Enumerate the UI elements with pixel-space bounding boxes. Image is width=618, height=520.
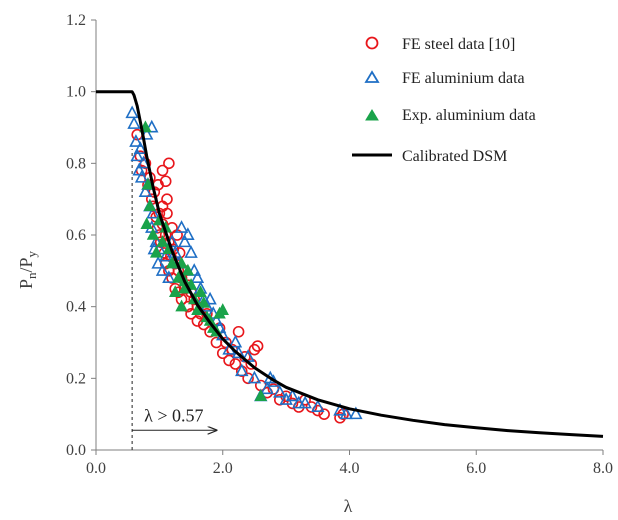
fe-aluminium-data-point [177, 234, 192, 248]
fe-aluminium-data-point [146, 205, 160, 219]
steel-data-point [220, 336, 232, 349]
y-axis-title-sub1: n [24, 272, 39, 279]
y-axis-title-mid: /P [16, 257, 36, 272]
steel-data-point [161, 193, 173, 205]
fe-aluminium-data-point [138, 184, 153, 197]
fe-aluminium-data-point [129, 134, 143, 147]
fe-aluminium-data-point [134, 169, 149, 183]
y-tick-label: 0.0 [66, 442, 86, 459]
steel-data-point [273, 394, 286, 406]
legend-marker-steel [365, 36, 379, 50]
fe-aluminium-data-point [285, 388, 300, 402]
steel-data-point [318, 408, 330, 420]
fe-aluminium-data-point [127, 116, 141, 129]
fe-aluminium-data-point [133, 141, 148, 154]
fe-aluminium-data-point [349, 406, 363, 420]
exp-aluminium-data-point [216, 303, 229, 315]
steel-data-point [232, 325, 245, 338]
fe-aluminium-data-point [187, 263, 201, 276]
threshold-annotation: λ > 0.57 [144, 405, 203, 425]
axes: 0.0 2.0 4.0 6.0 8.0 0.0 0.2 0.4 0.6 0.8 1.0 1.2 [66, 12, 613, 477]
fe-aluminium-data-point [158, 248, 173, 262]
fe-aluminium-data-point [273, 384, 287, 398]
legend-label-exp-aluminium: Exp. aluminium data [402, 107, 536, 124]
y-tick-label: 1.2 [66, 12, 86, 29]
legend-marker-exp-aluminium [365, 109, 379, 121]
exp-aluminium-data-point [197, 296, 210, 308]
x-tick-label: 6.0 [466, 460, 486, 477]
exp-aluminium-data-point [175, 299, 188, 312]
exp-aluminium-data-point [172, 270, 185, 283]
exp-aluminium-data-point [168, 285, 182, 298]
fe-aluminium-data-point [298, 395, 312, 409]
fe-aluminium-data-point [292, 395, 306, 409]
steel-data-point [223, 354, 235, 367]
exp-aluminium-data-point [254, 389, 268, 401]
fe-aluminium-data-point [235, 363, 249, 377]
y-tick-label: 0.4 [66, 299, 86, 316]
y-tick-label: 0.6 [66, 227, 86, 244]
exp-aluminium-data-point [146, 227, 160, 240]
exp-aluminium-data-point [143, 199, 157, 212]
fe-aluminium-data-point [136, 155, 151, 169]
fe-aluminium-data-point [260, 381, 274, 395]
fe-aluminium-data-point [247, 370, 262, 384]
exp-aluminium-data-point [156, 235, 169, 247]
legend: FE steel data [10] FE aluminium data Exp… [352, 36, 536, 165]
fe-aluminium-data-point [155, 263, 170, 276]
fe-aluminium-data-point [174, 220, 189, 233]
fe-aluminium-data-point [184, 245, 198, 258]
fe-aluminium-data-point [190, 270, 205, 283]
steel-data-point [161, 207, 173, 220]
fe-aluminium-data-point [339, 406, 354, 420]
fe-aluminium-data-point [145, 119, 159, 133]
fe-aluminium-data-point [181, 227, 195, 240]
steel-data-point [229, 358, 242, 370]
fe-aluminium-data-point [132, 162, 146, 176]
fe-aluminium-data-point [206, 306, 220, 319]
legend-label-steel: FE steel data [10] [402, 36, 515, 53]
x-axis-title: λ [344, 496, 353, 516]
y-axis-title-sub2: y [24, 250, 39, 257]
steel-data-point [251, 340, 264, 352]
legend-label-fe-aluminium: FE aluminium data [402, 70, 525, 87]
exp-aluminium-data-point [149, 245, 163, 258]
x-axis-ticks: 0.0 2.0 4.0 6.0 8.0 [86, 450, 613, 477]
y-tick-label: 0.2 [66, 370, 86, 387]
fe-aluminium-data-point [162, 270, 176, 283]
plot-area [96, 90, 604, 438]
x-tick-label: 8.0 [593, 460, 613, 477]
steel-data-point [248, 343, 261, 356]
fe-aluminium-data-point [151, 255, 165, 269]
exp-aluminium-data-point [140, 217, 153, 229]
exp-aluminium-data-point [181, 263, 195, 276]
steel-data-point [173, 247, 186, 259]
fe-aluminium-data-point [333, 402, 347, 416]
y-axis-title-main: P [16, 279, 36, 289]
y-axis-title: Pn/Py [16, 250, 39, 289]
dsm-curve [96, 90, 604, 438]
fe-aluminium-data-point [130, 148, 144, 162]
exp-aluminium-data-point [141, 177, 155, 190]
x-tick-label: 2.0 [213, 460, 233, 477]
fe-aluminium-data-point [203, 291, 217, 305]
fe-aluminium-data-point [228, 334, 243, 348]
exp-aluminium-data-point [165, 256, 179, 269]
y-tick-label: 0.8 [66, 155, 86, 172]
exp-aluminium-data-point [194, 285, 207, 298]
x-tick-label: 4.0 [340, 460, 360, 477]
y-axis-ticks: 0.0 0.2 0.4 0.6 0.8 1.0 1.2 [66, 12, 96, 459]
steel-data-point [245, 358, 258, 370]
y-tick-label: 1.0 [66, 84, 86, 101]
x-tick-label: 0.0 [86, 460, 106, 477]
steel-data-point [156, 164, 169, 177]
steel-data-point [242, 372, 254, 385]
fe-aluminium-data-point [279, 392, 293, 405]
legend-label-dsm: Calibrated DSM [402, 148, 507, 165]
fe-aluminium-data-point [311, 399, 325, 412]
legend-marker-fe-aluminium [364, 70, 380, 83]
fe-aluminium-data-point [125, 105, 139, 119]
steel-data-point [163, 157, 175, 170]
